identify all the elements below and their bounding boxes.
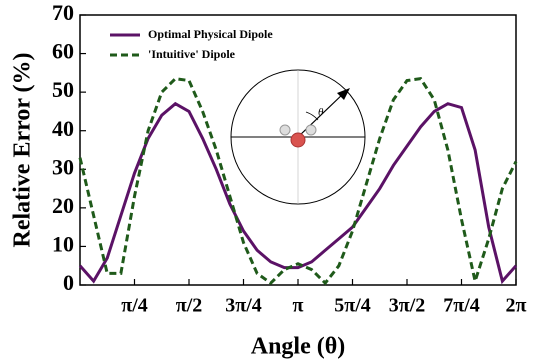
x-tick-label: π xyxy=(293,295,304,317)
y-axis-title: Relative Error (%) xyxy=(10,52,36,247)
y-tick-label: 60 xyxy=(52,39,74,64)
data-line xyxy=(78,77,518,287)
x-tick-label: 7π/4 xyxy=(443,295,480,317)
inset-label: θ xyxy=(318,107,324,119)
data-line xyxy=(78,101,518,285)
legend-label: 'Intuitive' Dipole xyxy=(148,47,236,61)
x-tick-label: 3π/2 xyxy=(389,295,426,317)
x-tick-label: 2π xyxy=(506,295,527,317)
x-axis-title: Angle (θ) xyxy=(251,334,346,360)
y-tick-label: 10 xyxy=(52,231,74,256)
y-tick-label: 70 xyxy=(52,0,74,25)
y-tick-label: 20 xyxy=(52,193,74,218)
x-tick-label: 5π/4 xyxy=(334,295,371,317)
legend-label: Optimal Physical Dipole xyxy=(148,27,273,41)
x-tick-label: π/2 xyxy=(176,295,203,317)
inset: θ xyxy=(230,69,366,205)
x-tick-label: π/4 xyxy=(121,295,148,317)
y-tick-label: 50 xyxy=(52,77,74,102)
y-tick-label: 40 xyxy=(52,116,74,141)
x-tick-label: 3π/4 xyxy=(225,295,262,317)
y-tick-label: 30 xyxy=(52,154,74,179)
y-tick-label: 0 xyxy=(63,270,74,295)
